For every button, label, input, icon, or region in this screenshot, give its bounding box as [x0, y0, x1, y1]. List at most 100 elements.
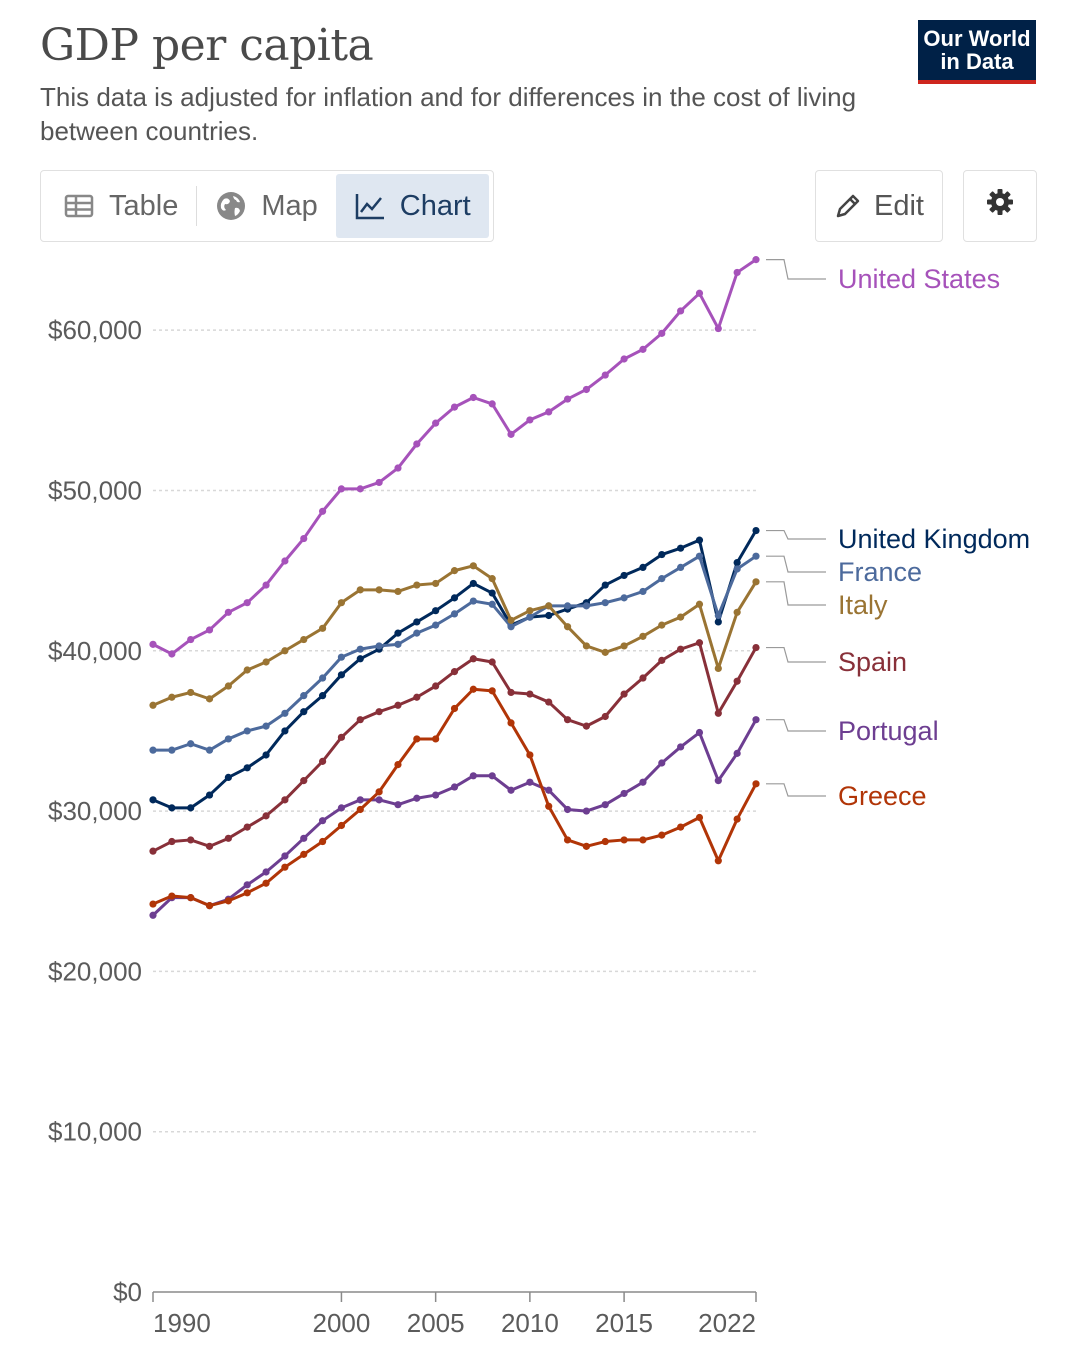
data-point [507, 786, 515, 794]
data-point [488, 400, 496, 408]
data-point [205, 695, 214, 703]
data-point [526, 751, 534, 759]
tab-table[interactable]: Table [45, 174, 196, 238]
data-point [394, 640, 402, 648]
data-point [262, 879, 270, 887]
label-connector [766, 783, 826, 797]
data-point [432, 607, 440, 615]
data-point [243, 727, 251, 735]
data-point [394, 760, 402, 769]
series-label[interactable]: United States [838, 264, 1000, 294]
data-point [714, 618, 722, 626]
tab-chart[interactable]: Chart [335, 174, 489, 238]
line-chart-icon [354, 190, 386, 222]
series-united-states[interactable] [149, 256, 760, 658]
data-point [677, 743, 685, 751]
data-point [733, 268, 741, 277]
data-point [432, 735, 440, 743]
data-point [450, 610, 459, 618]
data-point [413, 618, 421, 626]
data-point [149, 911, 157, 919]
series-spain[interactable] [149, 639, 760, 855]
data-point [658, 550, 666, 559]
edit-button[interactable]: Edit [815, 170, 943, 242]
data-point [545, 698, 553, 706]
tab-table-label: Table [109, 189, 179, 222]
data-point [488, 658, 496, 666]
gear-icon [985, 187, 1015, 225]
data-point [205, 902, 214, 910]
data-point [337, 485, 346, 493]
data-point [300, 777, 308, 785]
data-point [356, 485, 364, 493]
data-point [695, 289, 704, 297]
tab-chart-label: Chart [399, 189, 471, 222]
data-point [262, 868, 270, 876]
data-point [563, 716, 572, 724]
data-point [752, 256, 760, 264]
data-point [639, 345, 647, 353]
data-point [394, 464, 402, 472]
series-label[interactable]: Greece [838, 781, 927, 811]
series-france[interactable] [149, 552, 760, 754]
data-point [658, 621, 666, 629]
series-label[interactable]: United Kingdom [838, 524, 1030, 554]
data-point [620, 571, 628, 580]
data-point [695, 728, 704, 737]
data-point [149, 796, 157, 804]
data-point [639, 587, 647, 596]
series-greece[interactable] [149, 685, 760, 910]
series-italy[interactable] [149, 562, 760, 709]
data-point [714, 611, 722, 620]
data-point [187, 688, 195, 697]
label-connector [766, 555, 826, 573]
data-point [262, 581, 270, 589]
logo-line-1: Our World [923, 26, 1031, 51]
data-point [526, 690, 534, 698]
series-portugal[interactable] [149, 716, 760, 919]
data-point [752, 526, 760, 535]
data-point [187, 804, 195, 812]
data-point [601, 801, 609, 809]
data-point [733, 559, 741, 567]
data-point [149, 640, 157, 648]
data-point [318, 692, 327, 700]
data-point [563, 395, 572, 403]
series-label[interactable]: Portugal [838, 716, 939, 746]
data-point [413, 629, 421, 637]
data-point [168, 892, 176, 900]
data-point [582, 385, 591, 394]
logo-line-2: in Data [940, 49, 1014, 74]
tab-map[interactable]: Map [197, 174, 335, 238]
series-united-kingdom[interactable] [149, 526, 760, 812]
y-tick-label: $60,000 [48, 315, 142, 345]
series-label[interactable]: France [838, 557, 922, 587]
settings-button[interactable] [963, 170, 1037, 242]
owid-logo[interactable]: Our World in Data [918, 20, 1036, 84]
data-point [318, 837, 327, 846]
data-point [526, 613, 534, 621]
data-point [601, 581, 609, 589]
data-point [639, 836, 647, 844]
label-connector [766, 719, 826, 732]
data-point [507, 623, 515, 631]
data-point [526, 416, 534, 424]
data-point [601, 712, 609, 721]
data-point [318, 507, 327, 515]
data-point [639, 563, 647, 572]
data-point [262, 812, 270, 820]
data-point [450, 594, 459, 602]
data-point [677, 544, 685, 552]
data-point [394, 801, 402, 809]
label-connector [766, 646, 826, 663]
data-point [488, 687, 496, 695]
series-label[interactable]: Spain [838, 647, 907, 677]
data-point [300, 692, 308, 700]
data-point [658, 759, 666, 767]
series-label[interactable]: Italy [838, 590, 888, 620]
data-point [281, 727, 289, 735]
data-point [337, 821, 346, 830]
data-point [507, 719, 515, 727]
data-point [413, 794, 421, 802]
globe-icon [215, 190, 247, 222]
